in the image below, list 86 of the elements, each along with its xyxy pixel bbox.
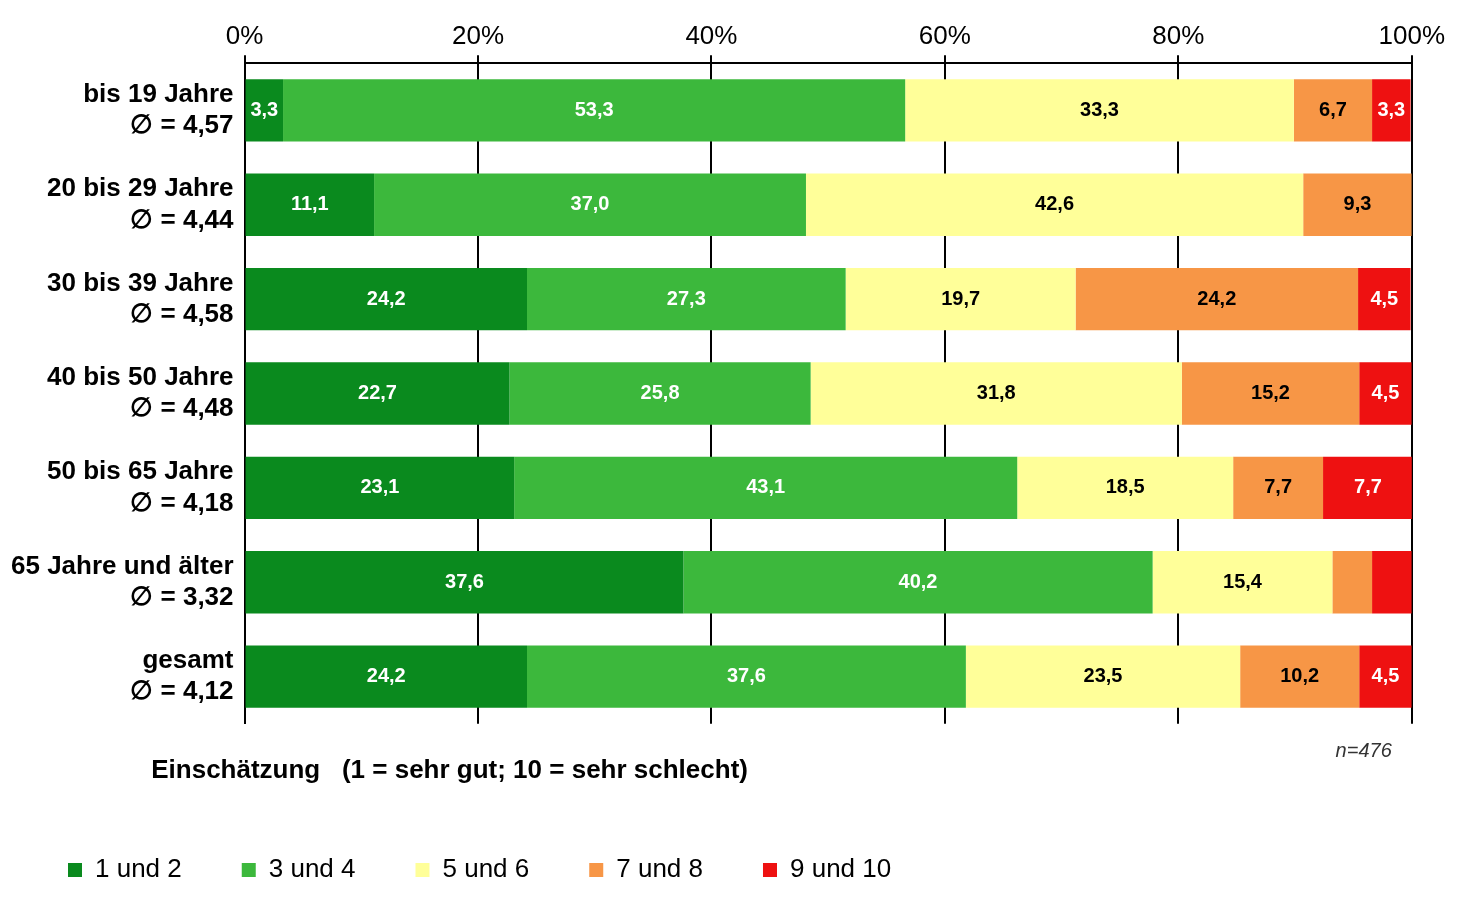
legend-label: 9 und 10 xyxy=(789,853,892,884)
bar xyxy=(1358,267,1411,331)
data-label: 23,1 xyxy=(360,475,400,498)
data-label: 33,3 xyxy=(1080,97,1119,120)
bar xyxy=(1181,362,1360,425)
y-tick-label: gesamt ∅ = 4,12 xyxy=(130,644,234,706)
data-label: 22,7 xyxy=(358,381,397,404)
data-label: 24,2 xyxy=(366,664,406,687)
y-tick-label: 20 bis 29 Jahre ∅ = 4,44 xyxy=(47,172,235,234)
data-label: 31,8 xyxy=(976,381,1016,404)
data-label: 4,5 xyxy=(1371,381,1400,404)
bar xyxy=(905,79,1294,142)
y-tick-label: 50 bis 65 Jahre ∅ = 4,18 xyxy=(47,455,234,517)
bar xyxy=(1372,551,1412,614)
bar xyxy=(1359,645,1412,708)
data-label: 25,8 xyxy=(640,381,680,404)
bar xyxy=(245,456,515,520)
bar xyxy=(1240,645,1360,708)
bar xyxy=(1293,79,1373,142)
bar xyxy=(1075,267,1359,331)
bar xyxy=(1233,456,1324,520)
y-tick-label: bis 19 Jahre ∅ = 4,57 xyxy=(83,77,234,140)
x-tick-label: 0% xyxy=(225,19,264,50)
data-label: 27,3 xyxy=(666,286,706,309)
text: n=476 xyxy=(1335,739,1393,762)
y-tick-label: 65 Jahre und älter ∅ = 3,32 xyxy=(10,549,234,612)
bar xyxy=(1303,173,1412,236)
data-label: 19,7 xyxy=(941,286,981,309)
legend-label: 1 und 2 xyxy=(95,853,182,884)
bar xyxy=(527,267,846,331)
bar xyxy=(1152,551,1333,614)
bar xyxy=(965,645,1241,708)
legend-label: 3 und 4 xyxy=(268,853,356,884)
data-label: 7,7 xyxy=(1354,475,1382,498)
bar xyxy=(245,362,510,425)
legend-title: Einschätzung (1 = sehr gut; 10 = sehr schlecht) xyxy=(151,753,748,784)
data-label: 40,2 xyxy=(898,569,938,592)
bar xyxy=(810,362,1182,425)
bar xyxy=(683,551,1153,614)
bar xyxy=(1332,551,1373,614)
bar xyxy=(1372,79,1411,142)
bar xyxy=(845,267,1076,331)
data-label: 7,7 xyxy=(1264,475,1293,498)
data-label: 4,5 xyxy=(1371,664,1400,687)
bar xyxy=(245,267,527,331)
data-label: 42,6 xyxy=(1035,192,1075,215)
data-label: 4,5 xyxy=(1370,286,1399,309)
data-label: 24,2 xyxy=(366,286,406,309)
bar xyxy=(527,645,966,708)
data-label: 9,3 xyxy=(1343,192,1372,215)
data-label: 23,5 xyxy=(1083,664,1123,687)
x-tick-label: 60% xyxy=(918,19,971,50)
bar xyxy=(245,79,284,142)
data-label: 53,3 xyxy=(574,97,614,120)
bar xyxy=(374,173,806,236)
bar xyxy=(514,456,1018,520)
data-label: 15,4 xyxy=(1223,569,1263,592)
data-label: 43,1 xyxy=(746,475,786,498)
bar xyxy=(1323,456,1412,520)
data-label: 37,0 xyxy=(570,192,610,215)
x-tick-label: 100% xyxy=(1378,19,1445,50)
data-label: 3,3 xyxy=(1377,97,1406,120)
bar xyxy=(1017,456,1234,520)
data-label: 15,2 xyxy=(1251,381,1290,404)
data-label: 24,2 xyxy=(1197,286,1237,309)
bar xyxy=(509,362,811,425)
bar xyxy=(245,173,375,236)
x-tick-label: 40% xyxy=(685,19,738,50)
legend-label: 5 und 6 xyxy=(442,853,530,884)
data-label: 11,1 xyxy=(290,192,329,215)
bar xyxy=(245,551,684,614)
data-label: 37,6 xyxy=(445,569,484,592)
data-label: 37,6 xyxy=(726,664,766,687)
data-label: 3,3 xyxy=(250,97,279,120)
bar xyxy=(245,645,527,708)
y-tick-label: 30 bis 39 Jahre ∅ = 4,58 xyxy=(47,266,234,328)
bar xyxy=(805,173,1304,236)
bar xyxy=(283,79,906,142)
x-tick-label: 80% xyxy=(1152,19,1205,50)
legend-label: 7 und 8 xyxy=(616,853,703,884)
data-label: 10,2 xyxy=(1280,664,1320,687)
y-tick-label: 40 bis 50 Jahre ∅ = 4,48 xyxy=(47,361,234,423)
bar xyxy=(1359,362,1412,425)
data-label: 18,5 xyxy=(1105,475,1145,498)
x-tick-label: 20% xyxy=(451,19,504,50)
data-label: 6,7 xyxy=(1319,97,1347,120)
